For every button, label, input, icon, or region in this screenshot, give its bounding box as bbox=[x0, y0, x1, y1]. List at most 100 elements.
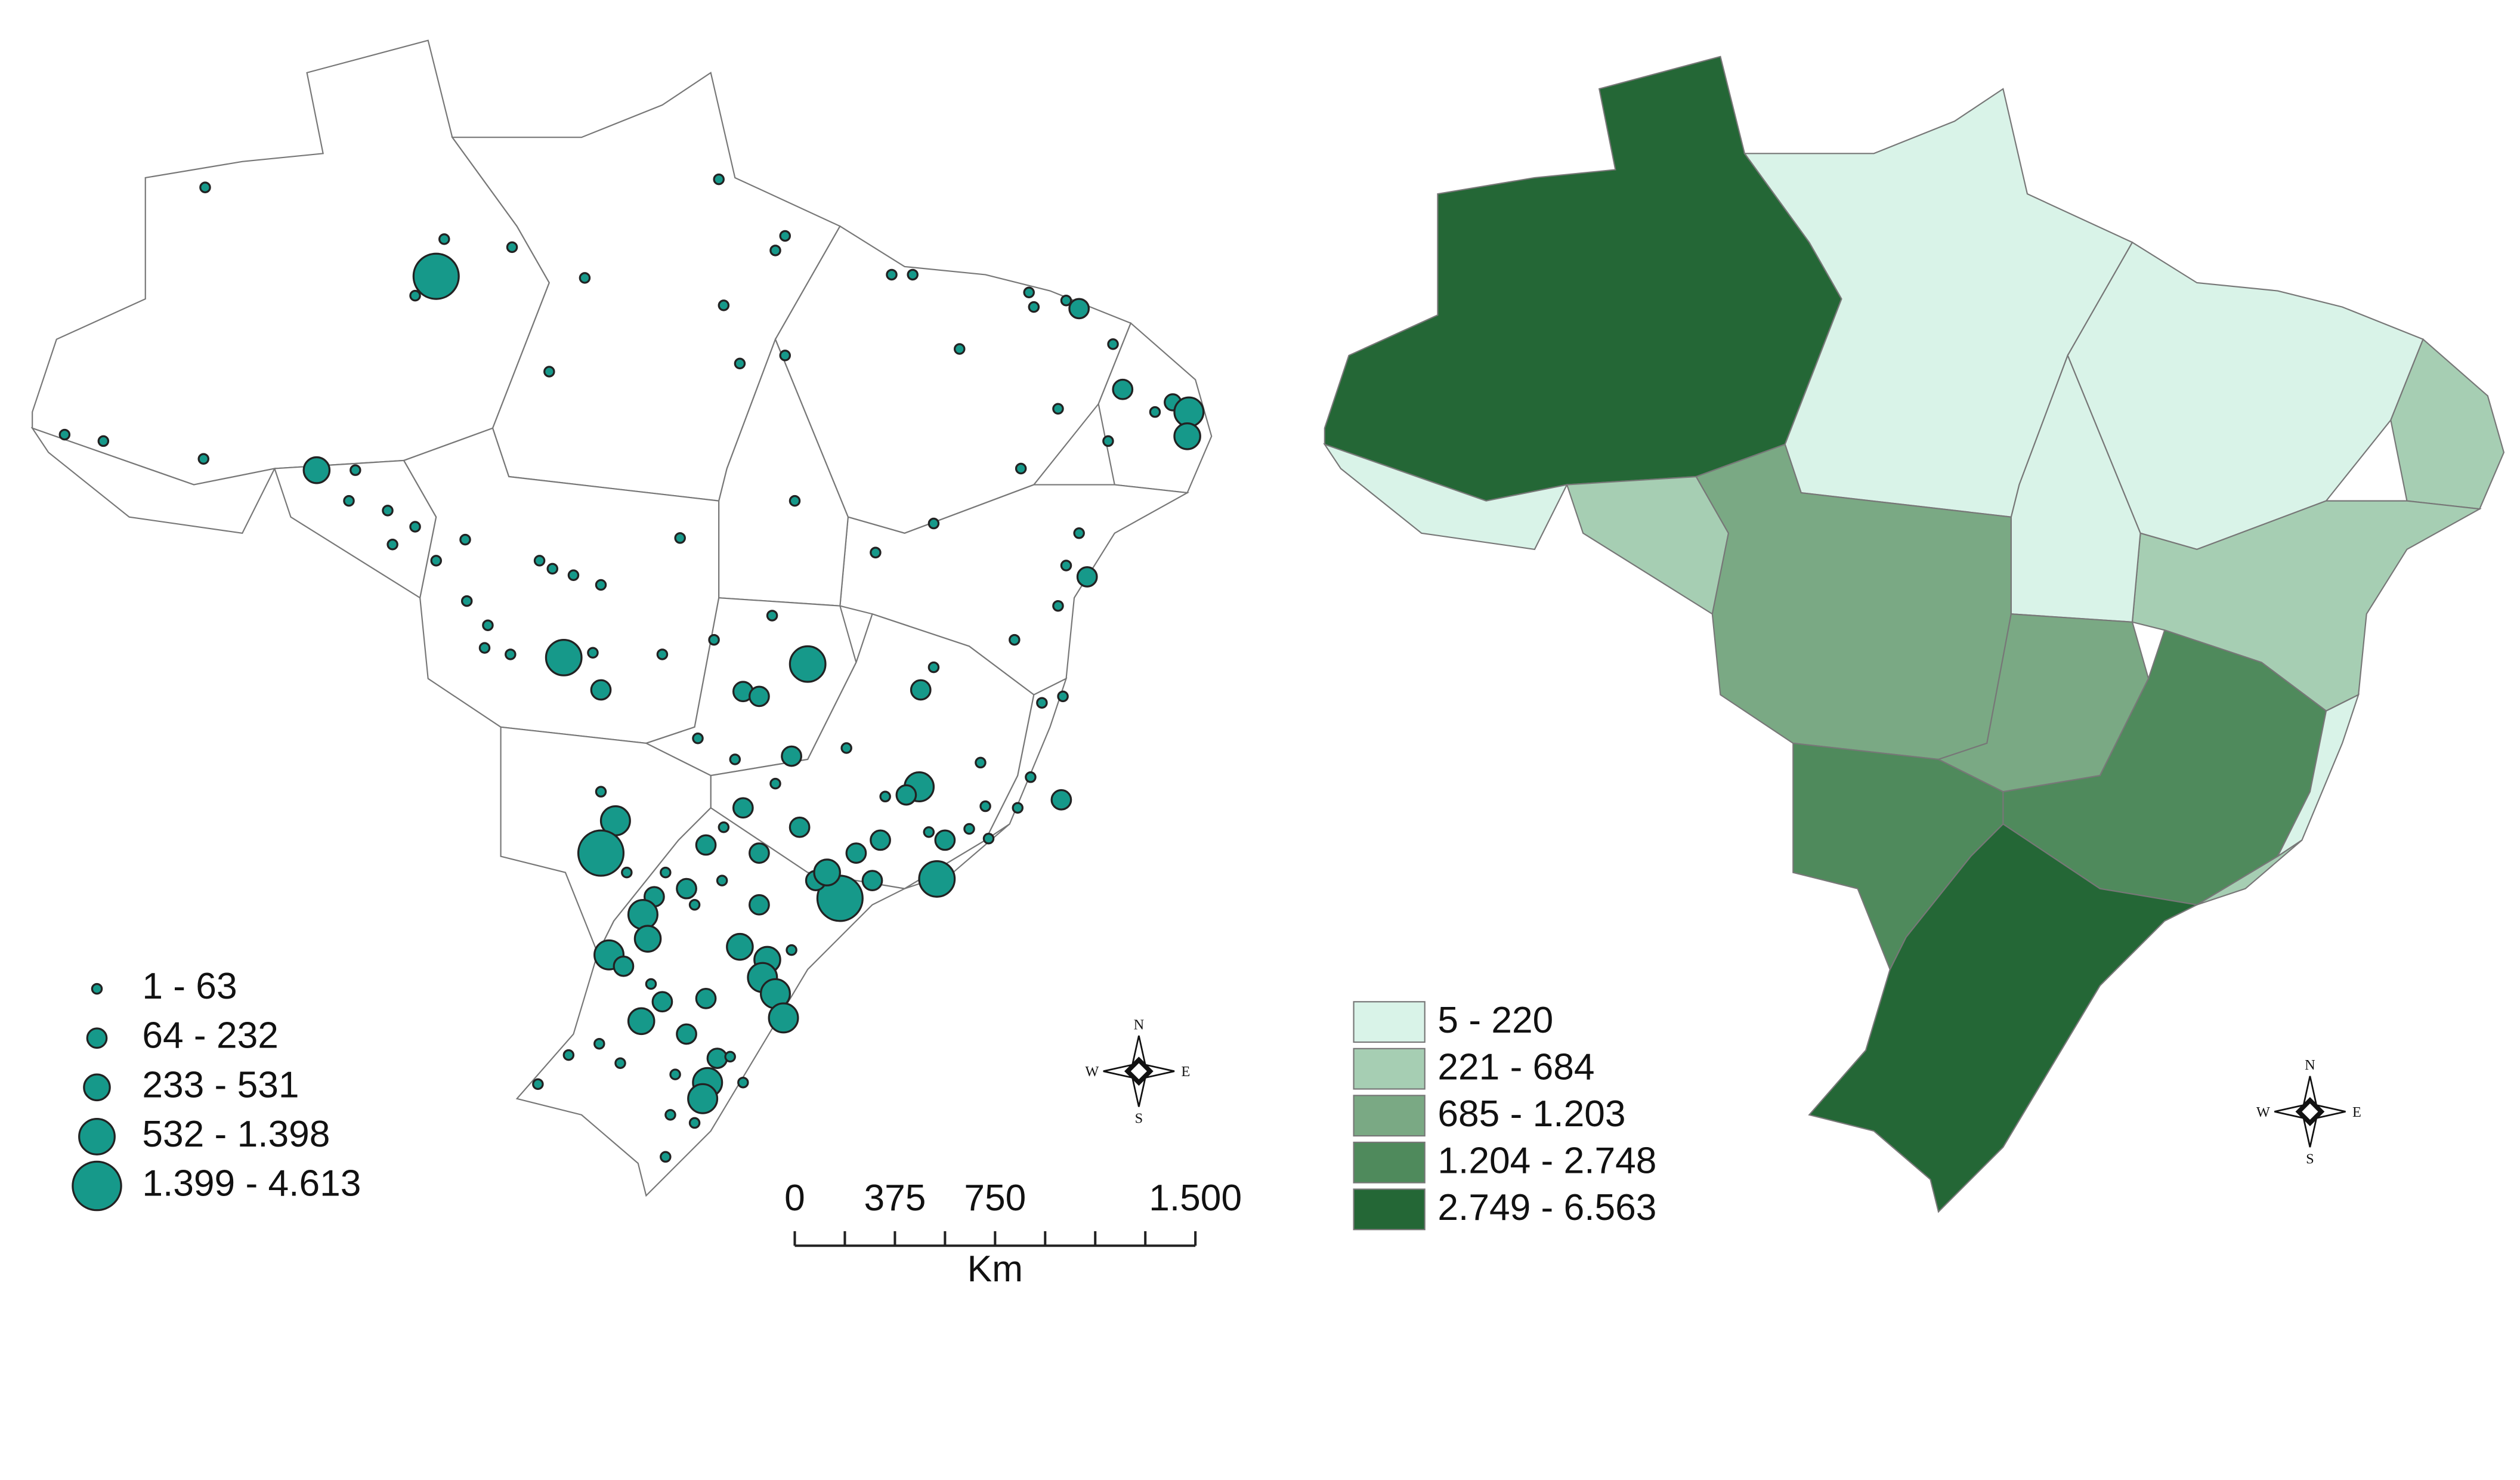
city-dot bbox=[1057, 690, 1069, 703]
city-dot bbox=[975, 756, 987, 769]
city-dot bbox=[718, 821, 730, 833]
city-dot bbox=[412, 252, 460, 300]
city-dot bbox=[1015, 462, 1027, 475]
city-dot bbox=[676, 1023, 697, 1045]
city-dot bbox=[382, 505, 394, 517]
city-dot bbox=[1112, 378, 1134, 400]
city-dot bbox=[343, 495, 355, 507]
city-dot bbox=[593, 1037, 605, 1050]
city-dot bbox=[505, 648, 517, 660]
city-dot bbox=[979, 800, 991, 812]
city-dot bbox=[813, 858, 841, 886]
city-dot bbox=[579, 272, 591, 284]
city-dot bbox=[567, 569, 580, 581]
city-dot bbox=[409, 289, 421, 302]
city-dot bbox=[1050, 789, 1072, 811]
city-dot bbox=[478, 642, 491, 654]
state bbox=[30, 427, 276, 534]
city-dot bbox=[1023, 286, 1035, 298]
compass-w: W bbox=[2256, 1104, 2270, 1120]
city-dot bbox=[1052, 600, 1064, 612]
legend-swatch bbox=[1353, 1141, 1426, 1184]
city-dot bbox=[1149, 406, 1161, 418]
city-dot bbox=[692, 733, 704, 744]
city-dot bbox=[460, 595, 473, 607]
city-dot bbox=[934, 829, 956, 851]
city-dot bbox=[1028, 301, 1040, 313]
city-dot bbox=[656, 648, 669, 660]
city-dot bbox=[963, 823, 975, 835]
city-dot bbox=[687, 1083, 719, 1114]
legend-label: 1.204 - 2.748 bbox=[1437, 1141, 1656, 1182]
legend-label: 221 - 684 bbox=[1437, 1046, 1594, 1087]
city-dot bbox=[726, 932, 754, 961]
city-dot bbox=[789, 645, 827, 683]
city-dot bbox=[409, 521, 421, 533]
city-dot bbox=[506, 241, 518, 254]
compass-w: W bbox=[1085, 1064, 1099, 1080]
city-dot bbox=[674, 532, 686, 544]
city-dot bbox=[1012, 802, 1024, 814]
city-dot bbox=[430, 555, 442, 567]
compass-n: N bbox=[1134, 1017, 1145, 1033]
legend-label: 1.399 - 4.613 bbox=[142, 1163, 361, 1204]
city-dot bbox=[769, 245, 781, 257]
city-dot bbox=[718, 299, 730, 311]
city-dot bbox=[861, 870, 883, 892]
city-dot bbox=[562, 1049, 575, 1061]
city-dot bbox=[587, 647, 599, 659]
city-dot bbox=[1060, 295, 1072, 307]
city-dot bbox=[716, 875, 728, 886]
legend-swatch bbox=[1353, 1001, 1426, 1043]
city-dot bbox=[927, 517, 940, 530]
city-dot bbox=[779, 230, 791, 242]
city-dot bbox=[533, 555, 546, 567]
legend-symbol bbox=[83, 1073, 111, 1102]
city-dot bbox=[907, 268, 919, 281]
city-dot bbox=[1036, 697, 1048, 709]
legend-symbol bbox=[72, 1160, 122, 1212]
city-dot bbox=[577, 829, 625, 877]
compass-e: E bbox=[2352, 1104, 2361, 1120]
state bbox=[32, 39, 551, 486]
state bbox=[1566, 475, 1730, 615]
city-dot bbox=[982, 832, 995, 845]
city-dot bbox=[737, 1076, 749, 1089]
legend-label: 2.749 - 6.563 bbox=[1437, 1187, 1656, 1228]
compass-s: S bbox=[2306, 1151, 2314, 1167]
scale-label: 750 bbox=[964, 1178, 1026, 1219]
state bbox=[1808, 823, 2199, 1213]
city-dot bbox=[627, 899, 658, 931]
city-dot bbox=[1102, 435, 1114, 447]
legend-label: 5 - 220 bbox=[1437, 1000, 1553, 1041]
legend-label: 64 - 232 bbox=[142, 1015, 279, 1056]
city-dot bbox=[613, 955, 635, 977]
city-dot bbox=[886, 268, 898, 281]
compass-star bbox=[2302, 1103, 2318, 1120]
scale-label: 375 bbox=[864, 1178, 926, 1219]
legend-symbol bbox=[91, 982, 103, 995]
city-dot bbox=[1173, 422, 1201, 450]
city-dot bbox=[769, 777, 781, 790]
city-dot bbox=[546, 563, 558, 575]
city-dot bbox=[660, 1151, 672, 1163]
state bbox=[1323, 443, 1569, 551]
city-dot bbox=[781, 745, 802, 767]
city-dot bbox=[1052, 403, 1064, 415]
city-dot bbox=[695, 834, 717, 856]
city-dot bbox=[621, 866, 633, 879]
city-dot bbox=[749, 894, 770, 916]
city-dot bbox=[58, 428, 71, 441]
city-dot bbox=[766, 610, 778, 622]
city-dot bbox=[789, 816, 811, 838]
city-dot bbox=[879, 790, 891, 803]
city-dot bbox=[1073, 527, 1085, 539]
legend-label: 685 - 1.203 bbox=[1437, 1093, 1625, 1135]
city-dot bbox=[779, 350, 791, 361]
compass: N S E W bbox=[1085, 1017, 1190, 1127]
city-dot bbox=[1076, 566, 1098, 588]
compass-s: S bbox=[1135, 1111, 1143, 1127]
compass-star bbox=[1130, 1063, 1147, 1080]
